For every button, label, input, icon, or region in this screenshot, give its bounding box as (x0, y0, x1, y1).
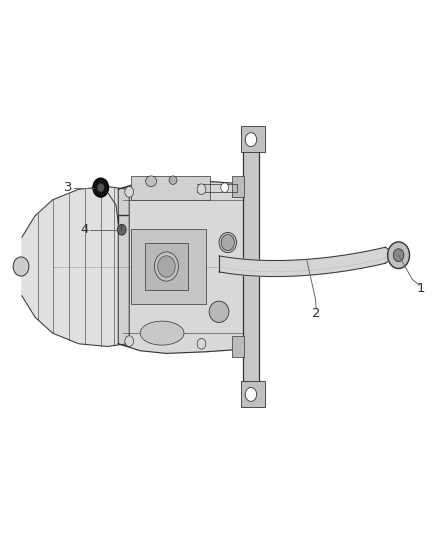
Ellipse shape (209, 301, 229, 322)
Ellipse shape (140, 321, 184, 345)
Bar (241, 381, 265, 407)
Circle shape (197, 184, 206, 195)
Ellipse shape (169, 176, 177, 184)
Circle shape (125, 187, 134, 197)
Circle shape (393, 249, 404, 262)
Text: 1: 1 (416, 282, 425, 295)
Circle shape (93, 178, 109, 197)
Text: 4: 4 (80, 223, 88, 236)
Ellipse shape (154, 252, 178, 281)
Circle shape (197, 338, 206, 349)
Ellipse shape (219, 232, 237, 253)
Circle shape (221, 235, 234, 251)
Bar (131, 229, 206, 304)
Bar (131, 176, 210, 200)
Ellipse shape (145, 176, 156, 187)
Bar (243, 149, 259, 384)
Bar (232, 336, 244, 357)
Polygon shape (22, 187, 127, 346)
Text: 2: 2 (312, 307, 321, 320)
Bar (232, 176, 244, 197)
Circle shape (13, 257, 29, 276)
Circle shape (245, 133, 257, 147)
Text: 3: 3 (64, 181, 72, 194)
Circle shape (97, 183, 104, 192)
Polygon shape (219, 247, 385, 277)
Circle shape (221, 183, 229, 192)
Circle shape (125, 336, 134, 346)
Circle shape (245, 387, 257, 401)
Bar (241, 126, 265, 152)
Polygon shape (385, 247, 388, 263)
Polygon shape (118, 180, 243, 353)
Circle shape (388, 242, 410, 269)
Circle shape (117, 224, 126, 235)
Bar (145, 243, 188, 290)
Circle shape (158, 256, 175, 277)
Polygon shape (118, 187, 129, 346)
